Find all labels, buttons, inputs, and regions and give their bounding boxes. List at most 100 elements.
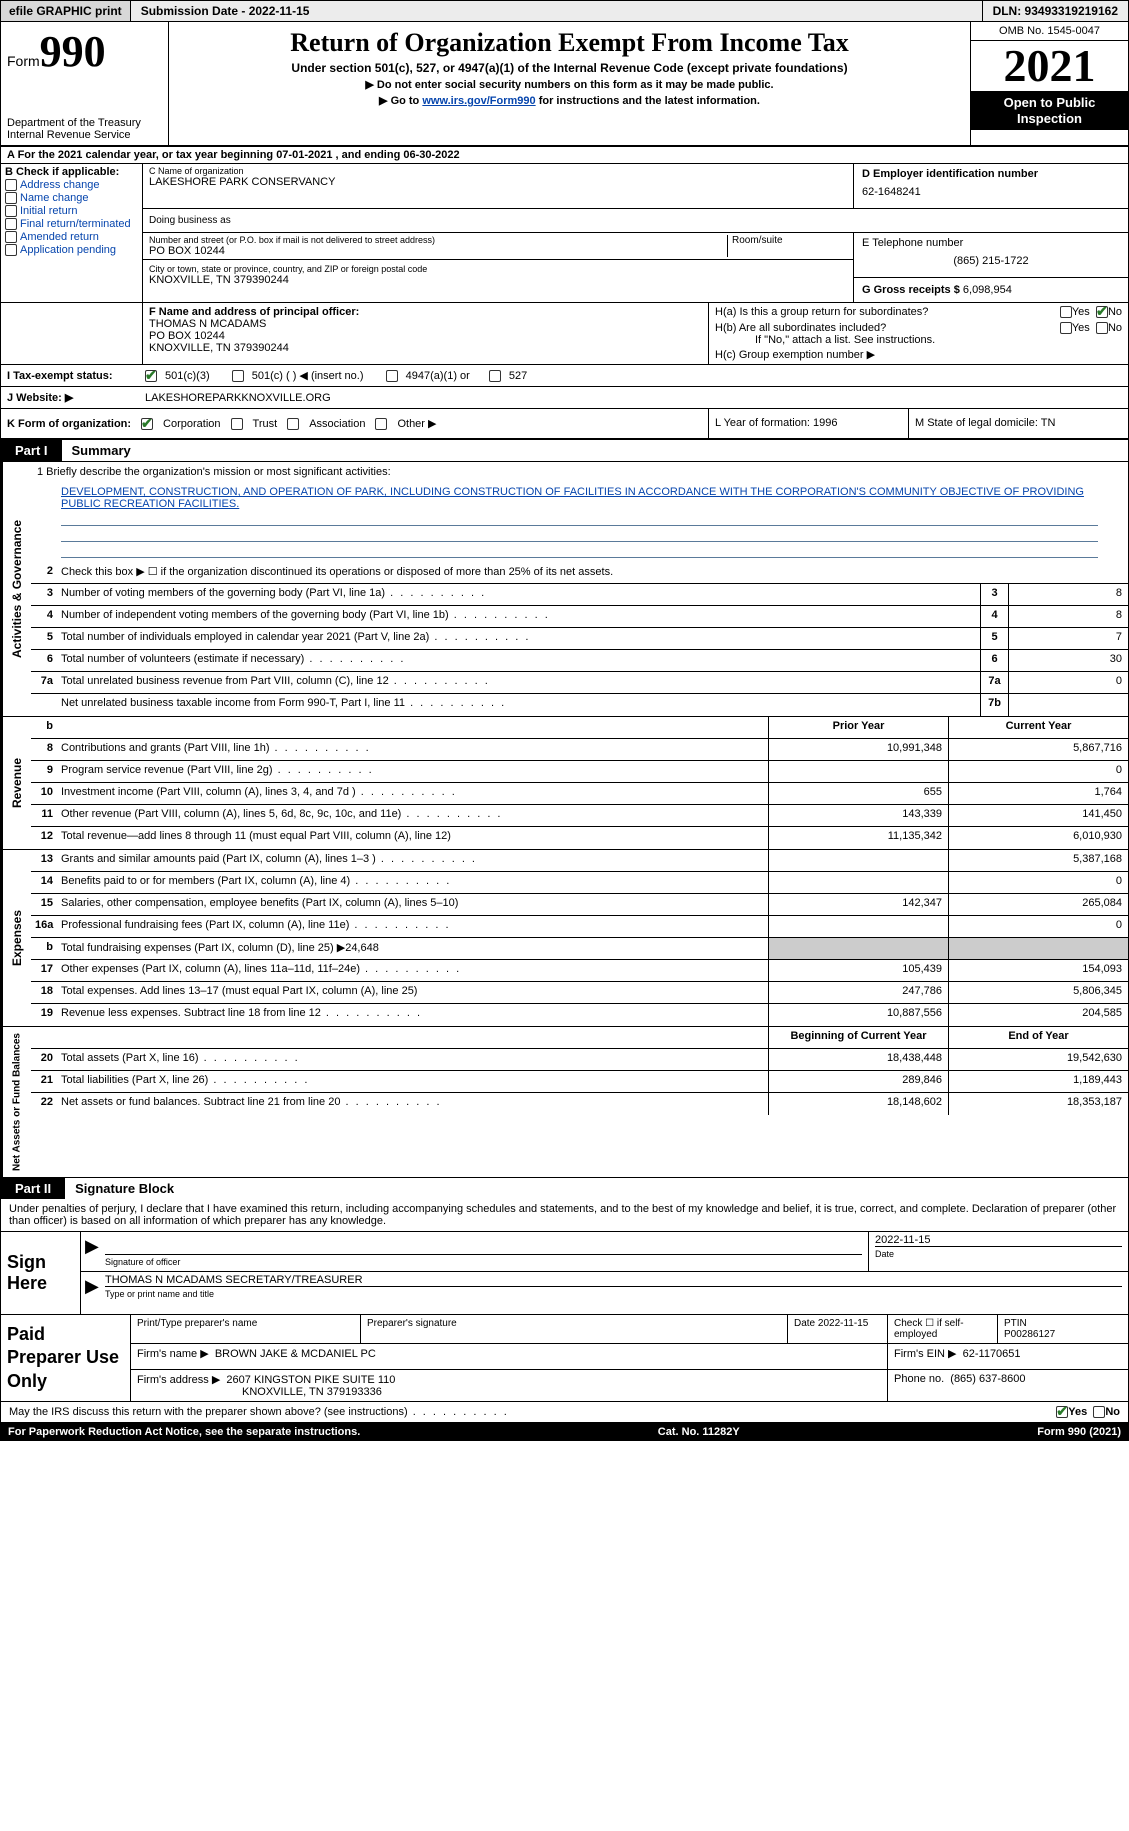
dept-treasury: Department of the Treasury Internal Reve… bbox=[7, 117, 162, 141]
officer-addr2: KNOXVILLE, TN 379390244 bbox=[149, 342, 702, 354]
tel-value: (865) 215-1722 bbox=[862, 249, 1120, 273]
f-label: F Name and address of principal officer: bbox=[149, 306, 702, 318]
dln-label: DLN: 93493319219162 bbox=[983, 1, 1128, 21]
chk-527[interactable] bbox=[489, 370, 501, 382]
chk-assoc[interactable] bbox=[287, 418, 299, 430]
line-14: 14Benefits paid to or for members (Part … bbox=[31, 872, 1128, 894]
footer-mid: Cat. No. 11282Y bbox=[658, 1426, 740, 1438]
section-b: B Check if applicable: Address change Na… bbox=[1, 164, 143, 302]
org-name: LAKESHORE PARK CONSERVANCY bbox=[149, 176, 847, 188]
street-label: Number and street (or P.O. box if mail i… bbox=[149, 235, 727, 245]
chk-501c[interactable] bbox=[232, 370, 244, 382]
line-2: 2Check this box ▶ ☐ if the organization … bbox=[31, 562, 1128, 584]
line-8: 8Contributions and grants (Part VIII, li… bbox=[31, 739, 1128, 761]
sig-date-value: 2022-11-15 bbox=[875, 1234, 1122, 1246]
chk-other[interactable] bbox=[375, 418, 387, 430]
netassets-block: Net Assets or Fund Balances Beginning of… bbox=[0, 1027, 1129, 1178]
chk-app-pending[interactable]: Application pending bbox=[5, 244, 138, 256]
officer-addr1: PO BOX 10244 bbox=[149, 330, 702, 342]
line-4: 4Number of independent voting members of… bbox=[31, 606, 1128, 628]
section-f-h: F Name and address of principal officer:… bbox=[0, 303, 1129, 365]
efile-print-button[interactable]: efile GRAPHIC print bbox=[1, 1, 131, 21]
tel-label: E Telephone number bbox=[862, 237, 1120, 249]
website-value: LAKESHOREPARKKNOXVILLE.ORG bbox=[145, 392, 331, 404]
line-20: 20Total assets (Part X, line 16)18,438,4… bbox=[31, 1049, 1128, 1071]
line-16a: 16aProfessional fundraising fees (Part I… bbox=[31, 916, 1128, 938]
mission-label: 1 Briefly describe the organization's mi… bbox=[31, 462, 1128, 482]
section-d: D Employer identification number 62-1648… bbox=[853, 164, 1128, 208]
line-9: 9Program service revenue (Part VIII, lin… bbox=[31, 761, 1128, 783]
h-c: H(c) Group exemption number ▶ bbox=[715, 348, 1122, 361]
line-22: 22Net assets or fund balances. Subtract … bbox=[31, 1093, 1128, 1115]
mission-blank-2 bbox=[61, 526, 1098, 542]
sig-arrow-1: ▶ bbox=[81, 1232, 99, 1271]
form-word: Form bbox=[7, 53, 40, 69]
may-yes[interactable] bbox=[1056, 1406, 1068, 1418]
chk-corp[interactable] bbox=[141, 418, 153, 430]
line-15: 15Salaries, other compensation, employee… bbox=[31, 894, 1128, 916]
line-11: 11Other revenue (Part VIII, column (A), … bbox=[31, 805, 1128, 827]
line-12: 12Total revenue—add lines 8 through 11 (… bbox=[31, 827, 1128, 849]
chk-4947[interactable] bbox=[386, 370, 398, 382]
mission-text-block: DEVELOPMENT, CONSTRUCTION, AND OPERATION… bbox=[31, 482, 1128, 562]
top-bar: efile GRAPHIC print Submission Date - 20… bbox=[0, 0, 1129, 22]
submission-date: Submission Date - 2022-11-15 bbox=[131, 1, 983, 21]
paid-header-row: Print/Type preparer's name Preparer's si… bbox=[131, 1315, 1128, 1344]
na-header: Beginning of Current Year End of Year bbox=[31, 1027, 1128, 1049]
firm-addr-label: Firm's address ▶ bbox=[137, 1374, 220, 1386]
line-16b: bTotal fundraising expenses (Part IX, co… bbox=[31, 938, 1128, 960]
org-name-cell: C Name of organization LAKESHORE PARK CO… bbox=[143, 164, 853, 208]
form-number: Form990 bbox=[7, 26, 162, 77]
part1-num: Part I bbox=[1, 440, 62, 461]
prep-name-hdr: Print/Type preparer's name bbox=[131, 1315, 361, 1343]
line-13: 13Grants and similar amounts paid (Part … bbox=[31, 850, 1128, 872]
line-19: 19Revenue less expenses. Subtract line 1… bbox=[31, 1004, 1128, 1026]
printed-name-label: Type or print name and title bbox=[105, 1286, 1122, 1299]
tax-year: 2021 bbox=[971, 41, 1128, 91]
ein-value: 62-1648241 bbox=[862, 180, 1120, 204]
chk-amended[interactable]: Amended return bbox=[5, 231, 138, 243]
chk-initial-return[interactable]: Initial return bbox=[5, 205, 138, 217]
chk-final-return[interactable]: Final return/terminated bbox=[5, 218, 138, 230]
paid-preparer-label: Paid Preparer Use Only bbox=[1, 1315, 131, 1401]
line-7b: Net unrelated business taxable income fr… bbox=[31, 694, 1128, 716]
sign-here-block: Sign Here ▶ Signature of officer 2022-11… bbox=[0, 1231, 1129, 1315]
section-f: F Name and address of principal officer:… bbox=[143, 303, 708, 364]
section-i: I Tax-exempt status: 501(c)(3) 501(c) ( … bbox=[0, 365, 1129, 387]
current-year-hdr: Current Year bbox=[948, 717, 1128, 738]
section-m: M State of legal domicile: TN bbox=[908, 409, 1128, 438]
city-value: KNOXVILLE, TN 379390244 bbox=[149, 274, 847, 286]
line-5: 5Total number of individuals employed in… bbox=[31, 628, 1128, 650]
line-3: 3Number of voting members of the governi… bbox=[31, 584, 1128, 606]
header-center: Return of Organization Exempt From Incom… bbox=[169, 22, 970, 145]
ein-label: D Employer identification number bbox=[862, 168, 1120, 180]
sig-arrow-2: ▶ bbox=[81, 1272, 99, 1308]
mission-text: DEVELOPMENT, CONSTRUCTION, AND OPERATION… bbox=[61, 486, 1098, 510]
line-18: 18Total expenses. Add lines 13–17 (must … bbox=[31, 982, 1128, 1004]
firm-name-row: Firm's name ▶ BROWN JAKE & MCDANIEL PC F… bbox=[131, 1344, 1128, 1370]
irs-link[interactable]: www.irs.gov/Form990 bbox=[422, 95, 535, 107]
prep-date-hdr: Date 2022-11-15 bbox=[788, 1315, 888, 1343]
goto-pre: ▶ Go to bbox=[379, 95, 422, 107]
h-b-note: If "No," attach a list. See instructions… bbox=[715, 334, 1122, 346]
revenue-block: Revenue b Prior Year Current Year 8Contr… bbox=[0, 717, 1129, 850]
officer-name: THOMAS N MCADAMS bbox=[149, 318, 702, 330]
j-label: J Website: ▶ bbox=[7, 391, 137, 404]
chk-address-change[interactable]: Address change bbox=[5, 179, 138, 191]
f-spacer bbox=[1, 303, 143, 364]
vtab-netassets: Net Assets or Fund Balances bbox=[1, 1027, 31, 1177]
chk-name-change[interactable]: Name change bbox=[5, 192, 138, 204]
b-label: B Check if applicable: bbox=[5, 166, 138, 178]
firm-ein-label: Firm's EIN ▶ bbox=[894, 1348, 957, 1360]
activities-governance-block: Activities & Governance 1 Briefly descri… bbox=[0, 461, 1129, 717]
may-no[interactable] bbox=[1093, 1406, 1105, 1418]
address-block: Number and street (or P.O. box if mail i… bbox=[143, 233, 853, 302]
phone-value: (865) 637-8600 bbox=[950, 1373, 1025, 1385]
chk-501c3[interactable] bbox=[145, 370, 157, 382]
chk-trust[interactable] bbox=[231, 418, 243, 430]
row-a-tax-year: A For the 2021 calendar year, or tax yea… bbox=[0, 145, 1129, 164]
omb-number: OMB No. 1545-0047 bbox=[971, 22, 1128, 41]
signature-intro: Under penalties of perjury, I declare th… bbox=[0, 1199, 1129, 1231]
footer-left: For Paperwork Reduction Act Notice, see … bbox=[8, 1426, 360, 1438]
part2-header: Part II Signature Block bbox=[0, 1178, 1129, 1199]
